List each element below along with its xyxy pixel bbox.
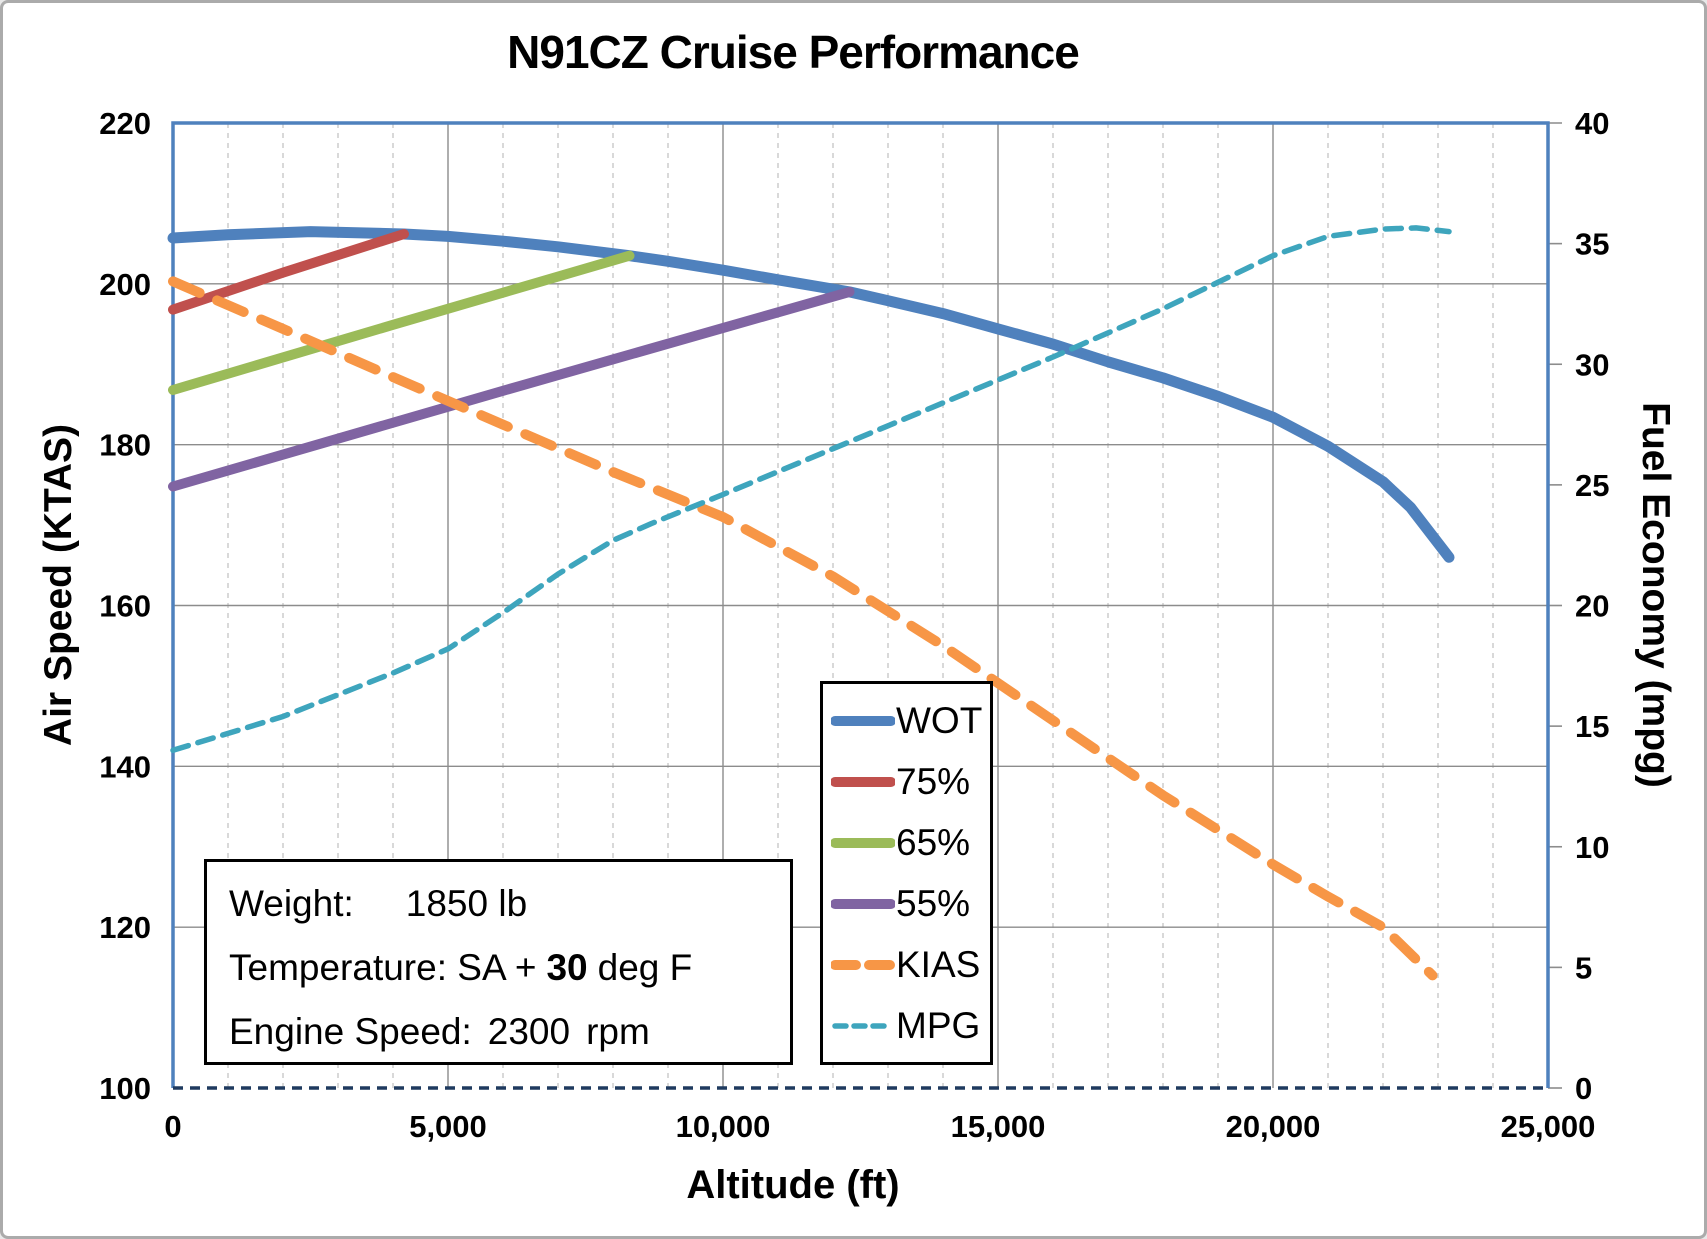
legend-label: 65%	[896, 822, 971, 863]
x-tick-label: 25,000	[1501, 1109, 1596, 1144]
y-left-tick-label: 140	[99, 749, 151, 784]
legend-line-sample-65pct	[831, 837, 895, 848]
series-line-55pct	[168, 286, 855, 492]
plot-area: 100 120 140 160 180 200 220 0 5 10 15 20 25 30 35 40 0 5,…	[99, 106, 1609, 1144]
legend-line-sample-wot	[831, 715, 895, 726]
x-axis-label: Altitude (ft)	[686, 1163, 900, 1207]
legend-item-75pct: 75%	[831, 752, 990, 812]
legend-item-mpg: MPG	[831, 996, 990, 1056]
engine-speed-value: 2300	[487, 1011, 571, 1052]
series-line-mpg	[170, 225, 1452, 754]
weight-value: 1850 lb	[405, 883, 528, 924]
legend-line-sample-55pct	[831, 898, 895, 909]
annotation-weight: Weight: 1850 lb	[229, 872, 790, 936]
y-right-tick-label: 30	[1575, 347, 1609, 382]
y-left-tick-label: 180	[99, 428, 151, 463]
legend-label: 75%	[896, 761, 971, 802]
legend-item-55pct: 55%	[831, 874, 990, 934]
legend-label: KIAS	[896, 944, 981, 985]
temperature-value: 30	[546, 947, 588, 988]
y-right-tick-label: 5	[1575, 950, 1592, 985]
y-axis-label-right: Fuel Economy (mpg)	[1634, 402, 1677, 788]
y-right-tick-label: 25	[1575, 468, 1609, 503]
y-axis-label-left: Air Speed (KTAS)	[37, 423, 80, 747]
y-left-tick-label: 200	[99, 267, 151, 302]
annotation-temperature: Temperature: SA +30 deg F	[229, 936, 790, 1000]
x-tick-label: 5,000	[409, 1109, 487, 1144]
y-right-tick-label: 40	[1575, 106, 1609, 141]
legend-line-sample-mpg	[832, 1022, 894, 1029]
engine-speed-label: Engine Speed:	[229, 1011, 472, 1052]
engine-speed-unit: rpm	[586, 1011, 650, 1052]
legend-label: WOT	[896, 700, 983, 741]
legend-item-wot: WOT	[831, 691, 990, 751]
legend-item-65pct: 65%	[831, 813, 990, 873]
y-right-tick-label: 10	[1575, 830, 1609, 865]
x-tick-label: 0	[164, 1109, 181, 1144]
annotation-box: Weight: 1850 lb Temperature: SA +30 deg F …	[204, 859, 793, 1065]
annotation-engine-speed: Engine Speed: 2300 rpm	[229, 1000, 790, 1064]
temperature-prefix: Temperature: SA +	[229, 947, 537, 988]
weight-label: Weight:	[229, 883, 354, 924]
plot-border	[171, 121, 1550, 1088]
y-left-tick-label: 160	[99, 589, 151, 624]
legend-label: MPG	[896, 1005, 981, 1046]
y-right-tick-label: 20	[1575, 589, 1609, 624]
y-right-tick-label: 15	[1575, 709, 1609, 744]
temperature-suffix: deg F	[597, 947, 693, 988]
y-left-tick-label: 120	[99, 910, 151, 945]
legend-line-sample-75pct	[831, 776, 895, 787]
series-line-kias	[168, 276, 1438, 981]
series-line-65pct	[168, 250, 635, 395]
x-tick-label: 10,000	[676, 1109, 771, 1144]
series-line-wot	[167, 226, 1455, 563]
x-tick-label: 20,000	[1226, 1109, 1321, 1144]
legend-label: 55%	[896, 883, 971, 924]
legend-item-kias: KIAS	[831, 935, 990, 995]
y-right-tick-label: 0	[1575, 1071, 1592, 1106]
legend-box: WOT 75% 65% 55% KIAS MPG	[820, 681, 993, 1065]
series-line-75pct	[168, 229, 409, 315]
chart-title: N91CZ Cruise Performance	[507, 26, 1080, 78]
x-tick-label: 15,000	[951, 1109, 1046, 1144]
y-left-tick-label: 220	[99, 106, 151, 141]
y-left-tick-label: 100	[99, 1071, 151, 1106]
y-right-tick-label: 35	[1575, 227, 1609, 262]
legend-line-sample-kias	[831, 959, 895, 970]
